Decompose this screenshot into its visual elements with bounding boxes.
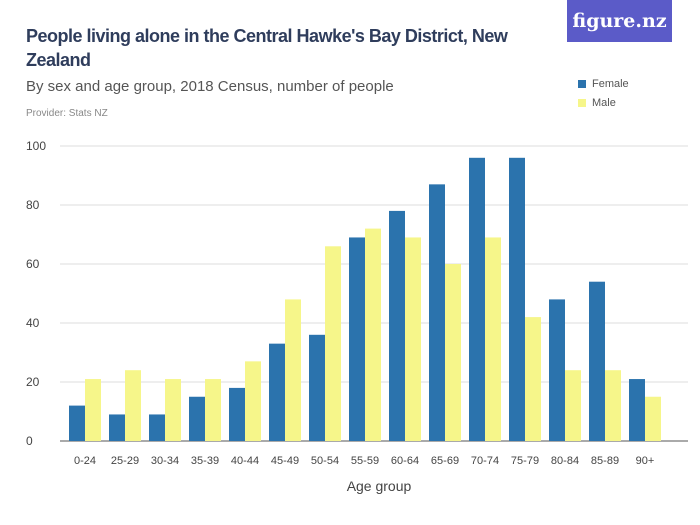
chart-subtitle: By sex and age group, 2018 Census, numbe… — [26, 78, 394, 95]
bar-female-30-34 — [149, 414, 165, 441]
provider: Provider: Stats NZ — [26, 108, 108, 119]
x-tick-label: 0-24 — [74, 455, 96, 467]
bar-female-90+ — [629, 379, 645, 441]
x-tick-label: 70-74 — [471, 455, 499, 467]
bar-female-0-24 — [69, 405, 85, 441]
bar-male-75-79 — [525, 317, 541, 441]
x-tick-label: 40-44 — [231, 455, 259, 467]
bar-male-40-44 — [245, 361, 261, 441]
x-tick-label: 25-29 — [111, 455, 139, 467]
legend-label: Female — [592, 77, 629, 90]
legend-item-female: Female — [578, 74, 629, 93]
bar-female-75-79 — [509, 157, 525, 442]
bar-male-25-29 — [125, 370, 141, 441]
bar-male-90+ — [645, 396, 661, 441]
x-tick-label: 85-89 — [591, 455, 619, 467]
x-tick-label: 50-54 — [311, 455, 339, 467]
bar-male-60-64 — [405, 237, 421, 441]
bar-male-80-84 — [565, 370, 581, 441]
x-axis-label: Age group — [347, 478, 412, 494]
y-tick-label: 100 — [26, 139, 46, 153]
bar-male-70-74 — [485, 237, 501, 441]
bar-female-80-84 — [549, 299, 565, 441]
x-tick-label: 75-79 — [511, 455, 539, 467]
x-tick-label: 90+ — [636, 455, 655, 467]
legend-label: Male — [592, 96, 616, 109]
legend-swatch — [578, 98, 586, 107]
bar-female-60-64 — [389, 210, 405, 441]
legend: Female Male — [578, 74, 629, 112]
bar-female-25-29 — [109, 414, 125, 441]
figure-nz-logo[interactable]: figure.nz — [567, 0, 672, 42]
bar-female-65-69 — [429, 184, 445, 441]
bar-male-50-54 — [325, 246, 341, 441]
bar-male-55-59 — [365, 228, 381, 441]
x-tick-label: 30-34 — [151, 455, 179, 467]
bar-male-65-69 — [445, 264, 461, 441]
y-tick-label: 80 — [26, 198, 40, 212]
y-tick-label: 40 — [26, 316, 40, 330]
legend-swatch — [578, 79, 586, 88]
x-tick-label: 35-39 — [191, 455, 219, 467]
bar-female-70-74 — [469, 157, 485, 442]
bar-female-35-39 — [189, 396, 205, 441]
bar-male-0-24 — [85, 379, 101, 441]
bar-male-85-89 — [605, 370, 621, 441]
chart-title: People living alone in the Central Hawke… — [26, 26, 508, 70]
bar-female-50-54 — [309, 334, 325, 441]
bar-female-55-59 — [349, 237, 365, 441]
x-tick-label: 45-49 — [271, 455, 299, 467]
bar-female-40-44 — [229, 387, 245, 441]
bar-male-35-39 — [205, 379, 221, 441]
x-tick-label: 80-84 — [551, 455, 579, 467]
x-tick-label: 55-59 — [351, 455, 379, 467]
y-tick-label: 0 — [26, 434, 33, 448]
bar-male-30-34 — [165, 379, 181, 441]
x-tick-label: 65-69 — [431, 455, 459, 467]
y-tick-label: 60 — [26, 257, 40, 271]
bar-male-45-49 — [285, 299, 301, 441]
bar-female-85-89 — [589, 281, 605, 441]
legend-item-male: Male — [578, 93, 629, 112]
x-tick-label: 60-64 — [391, 455, 419, 467]
bar-female-45-49 — [269, 343, 285, 441]
y-tick-label: 20 — [26, 375, 40, 389]
